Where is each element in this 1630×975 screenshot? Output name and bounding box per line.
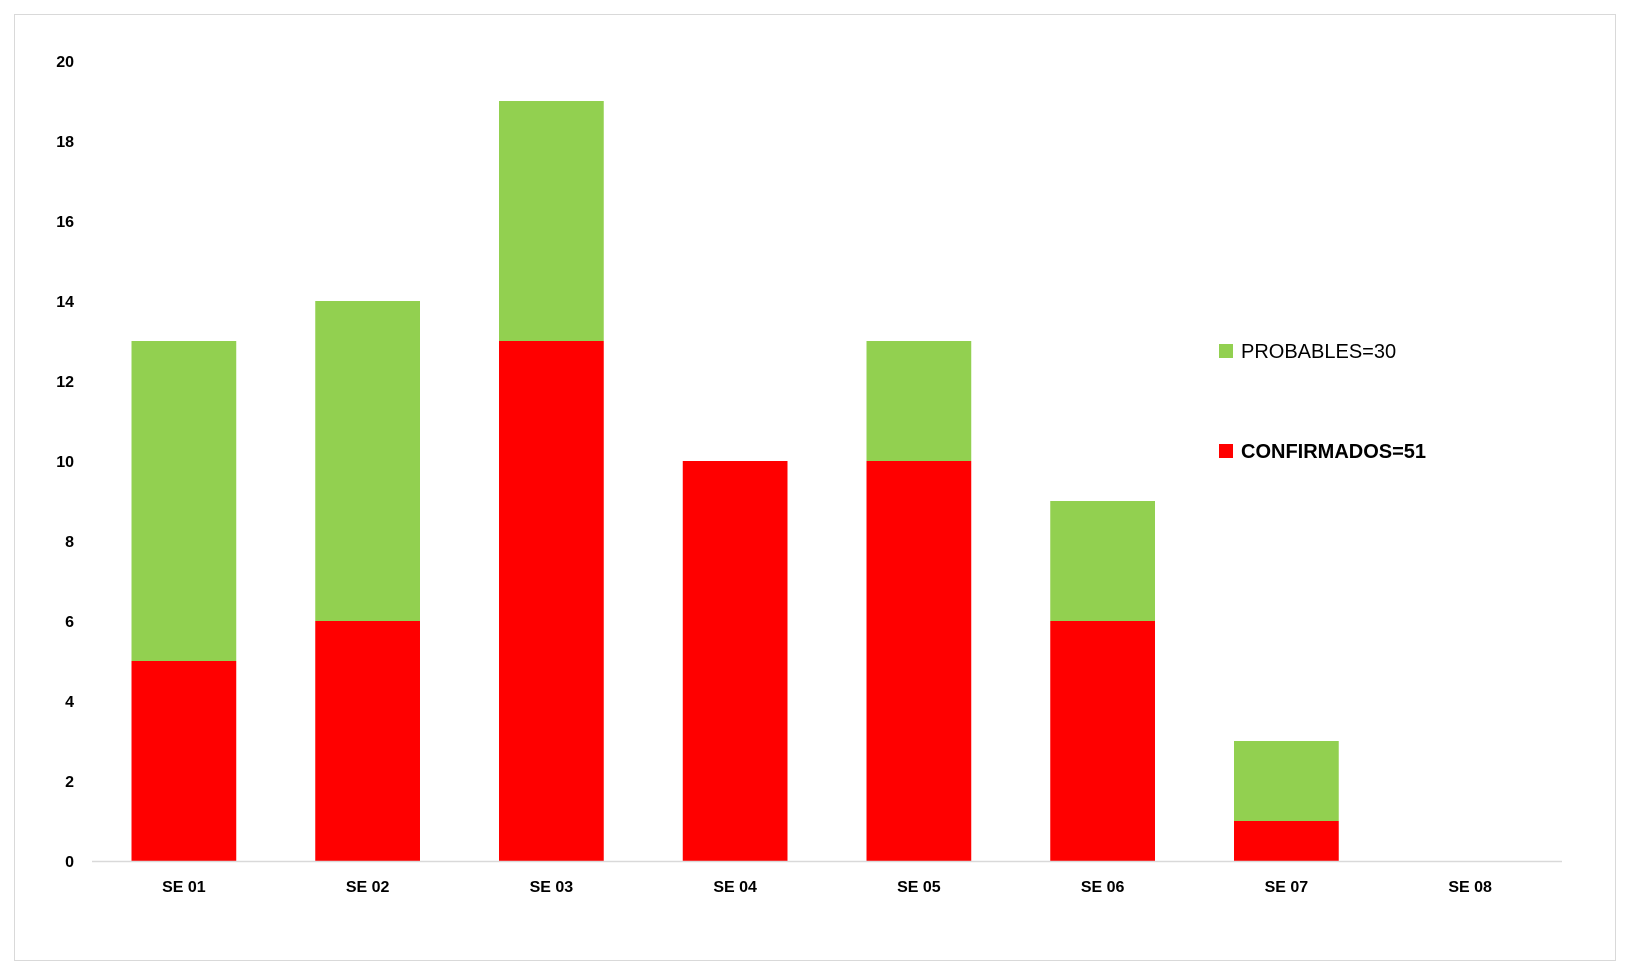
chart-border <box>14 14 1616 961</box>
x-tick-label: SE 05 <box>897 879 941 896</box>
bar-confirmados <box>131 661 237 861</box>
legend-item-probables: PROBABLES=30 <box>1219 341 1396 363</box>
y-tick-label: 2 <box>65 774 74 791</box>
x-tick-label: SE 02 <box>346 879 390 896</box>
x-tick-label: SE 07 <box>1265 879 1309 896</box>
y-tick-label: 6 <box>65 614 74 631</box>
bar-probables <box>1234 741 1339 821</box>
legend-swatch-confirmados <box>1219 444 1233 458</box>
bar-confirmados <box>315 621 420 861</box>
legend: PROBABLES=30 CONFIRMADOS=51 <box>1219 341 1426 463</box>
y-tick-label: 12 <box>56 374 74 391</box>
y-tick-label: 18 <box>56 134 74 151</box>
bar-confirmados <box>1050 621 1155 861</box>
bar-confirmados <box>682 461 788 861</box>
bar-probables <box>315 301 420 621</box>
legend-label-probables: PROBABLES=30 <box>1241 341 1396 363</box>
bar-confirmados <box>866 461 972 861</box>
bars-group <box>131 101 1339 861</box>
legend-swatch-probables <box>1219 344 1233 358</box>
y-axis-ticks: 0 2 4 6 8 10 12 14 16 18 20 <box>56 54 74 871</box>
y-tick-label: 8 <box>65 534 74 551</box>
legend-item-confirmados: CONFIRMADOS=51 <box>1219 441 1426 463</box>
bar-confirmados <box>1234 821 1339 861</box>
x-tick-label: SE 08 <box>1448 879 1492 896</box>
x-tick-label: SE 04 <box>713 879 757 896</box>
bar-probables <box>1050 501 1155 621</box>
bar-probables <box>131 341 237 661</box>
bar-probables <box>866 341 972 461</box>
y-tick-label: 14 <box>56 294 74 311</box>
y-tick-label: 20 <box>56 54 74 71</box>
x-axis-ticks: SE 01 SE 02 SE 03 SE 04 SE 05 SE 06 SE 07 SE 08 <box>162 879 1492 896</box>
y-tick-label: 4 <box>65 694 74 711</box>
x-tick-label: SE 06 <box>1081 879 1125 896</box>
bar-probables <box>499 101 604 341</box>
x-tick-label: SE 03 <box>530 879 574 896</box>
y-tick-label: 16 <box>56 214 74 231</box>
legend-label-confirmados: CONFIRMADOS=51 <box>1241 441 1426 463</box>
bar-confirmados <box>499 341 604 861</box>
y-tick-label: 10 <box>56 454 74 471</box>
x-tick-label: SE 01 <box>162 879 206 896</box>
y-tick-label: 0 <box>65 854 74 871</box>
